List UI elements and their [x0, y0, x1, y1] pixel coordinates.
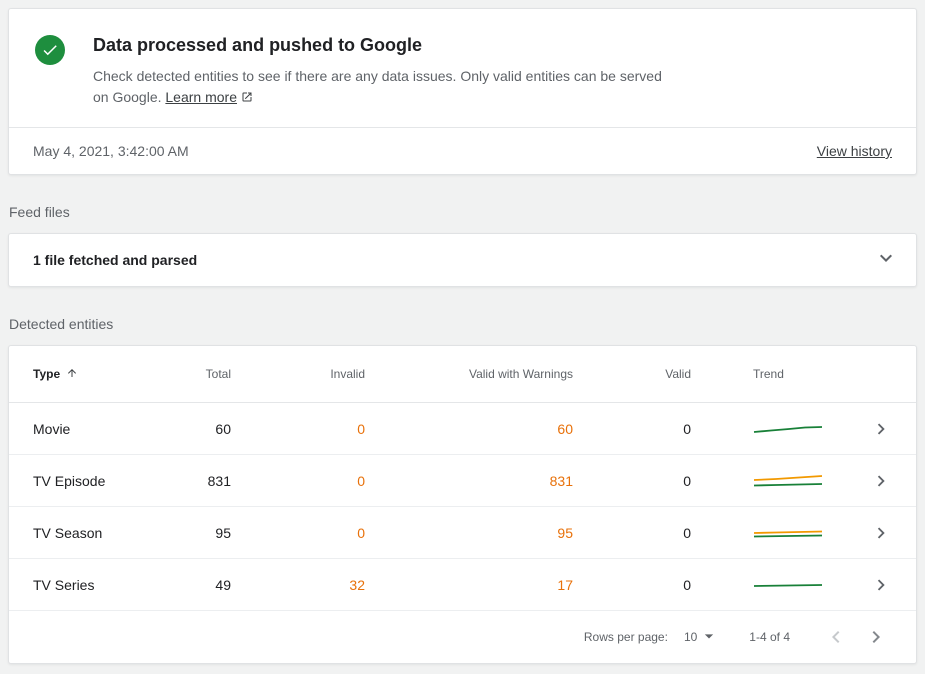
status-card: Data processed and pushed to Google Chec…: [8, 8, 917, 175]
column-header-invalid[interactable]: Invalid: [330, 367, 365, 381]
trend-sparkline: [753, 530, 823, 537]
chevron-right-icon[interactable]: [870, 418, 892, 440]
cell-valid-with-warnings: 17: [557, 576, 573, 593]
cell-trend: [753, 525, 852, 541]
learn-more-label: Learn more: [165, 89, 237, 105]
table-row[interactable]: TV Episode 831 0 831 0: [9, 455, 916, 507]
feed-files-section-label: Feed files: [9, 204, 70, 220]
view-history-link[interactable]: View history: [816, 143, 892, 159]
success-check-icon: [35, 35, 65, 65]
trend-line-green: [753, 482, 823, 486]
cell-type: Movie: [33, 420, 71, 437]
next-page-button[interactable]: [856, 625, 896, 649]
trend-line-orange: [753, 474, 823, 481]
chevron-right-icon[interactable]: [870, 522, 892, 544]
cell-type: TV Season: [33, 524, 103, 541]
cell-trend: [753, 473, 852, 489]
status-main: Data processed and pushed to Google Chec…: [9, 9, 916, 127]
learn-more-link[interactable]: Learn more: [165, 89, 253, 105]
cell-total: 831: [207, 472, 231, 489]
column-header-total[interactable]: Total: [205, 367, 231, 381]
cell-total: 49: [215, 576, 231, 593]
rows-per-page-select[interactable]: 10: [684, 626, 719, 649]
status-footer: May 4, 2021, 3:42:00 AM View history: [9, 127, 916, 174]
check-glyph: [43, 45, 57, 56]
chevron-left-icon: [832, 631, 840, 643]
cell-trend: [753, 577, 852, 593]
last-processed-timestamp: May 4, 2021, 3:42:00 AM: [33, 143, 189, 159]
trend-line-green: [753, 583, 823, 587]
cell-valid-with-warnings: 95: [557, 524, 573, 541]
trend-line-green: [753, 425, 823, 433]
trend-line-green: [753, 534, 823, 537]
cell-invalid: 32: [349, 576, 365, 593]
chevron-down-icon[interactable]: [874, 246, 898, 275]
cell-valid: 0: [683, 420, 691, 437]
cell-invalid: 0: [357, 472, 365, 489]
pagination-range: 1-4 of 4: [749, 630, 790, 644]
cell-type: TV Episode: [33, 472, 106, 489]
status-description: Check detected entities to see if there …: [93, 66, 681, 109]
feed-files-summary: 1 file fetched and parsed: [33, 252, 198, 268]
table-header-row: Type Total Invalid Valid with Warnings V…: [9, 346, 916, 403]
table-row[interactable]: TV Series 49 32 17 0: [9, 559, 916, 611]
status-description-text: Check detected entities to see if there …: [93, 68, 662, 105]
cell-invalid: 0: [357, 524, 365, 541]
cell-valid-with-warnings: 60: [557, 420, 573, 437]
status-title: Data processed and pushed to Google: [93, 35, 423, 55]
trend-sparkline: [753, 425, 823, 433]
chevron-right-icon: [872, 631, 880, 643]
table-pagination: Rows per page: 10 1-4 of 4: [9, 611, 916, 663]
previous-page-button[interactable]: [816, 625, 856, 649]
feed-files-card[interactable]: 1 file fetched and parsed: [8, 233, 917, 287]
chevron-right-icon[interactable]: [870, 470, 892, 492]
cell-valid: 0: [683, 576, 691, 593]
cell-valid: 0: [683, 472, 691, 489]
chevron-right-icon[interactable]: [870, 574, 892, 596]
table-row[interactable]: Movie 60 0 60 0: [9, 403, 916, 455]
detected-entities-section-label: Detected entities: [9, 316, 114, 332]
column-header-type-label: Type: [33, 367, 61, 381]
cell-trend: [753, 421, 852, 437]
cell-valid-with-warnings: 831: [549, 472, 573, 489]
cell-total: 60: [215, 420, 231, 437]
detected-entities-table: Type Total Invalid Valid with Warnings V…: [8, 345, 917, 664]
table-row[interactable]: TV Season 95 0 95 0: [9, 507, 916, 559]
column-header-valid-with-warnings[interactable]: Valid with Warnings: [468, 367, 573, 381]
dropdown-arrow-icon: [699, 626, 719, 649]
cell-valid: 0: [683, 524, 691, 541]
sort-ascending-icon: [66, 367, 78, 382]
cell-total: 95: [215, 524, 231, 541]
column-header-valid[interactable]: Valid: [665, 367, 691, 381]
trend-line-orange: [753, 530, 823, 534]
cell-type: TV Series: [33, 576, 95, 593]
trend-sparkline: [753, 474, 823, 486]
status-text: Data processed and pushed to Google Chec…: [93, 33, 681, 109]
rows-per-page-label: Rows per page:: [583, 630, 668, 644]
column-header-type[interactable]: Type: [33, 367, 163, 382]
column-header-trend[interactable]: Trend: [753, 367, 784, 381]
rows-per-page-value: 10: [683, 630, 698, 644]
cell-invalid: 0: [357, 420, 365, 437]
trend-sparkline: [753, 583, 823, 587]
external-link-icon: [241, 88, 253, 109]
